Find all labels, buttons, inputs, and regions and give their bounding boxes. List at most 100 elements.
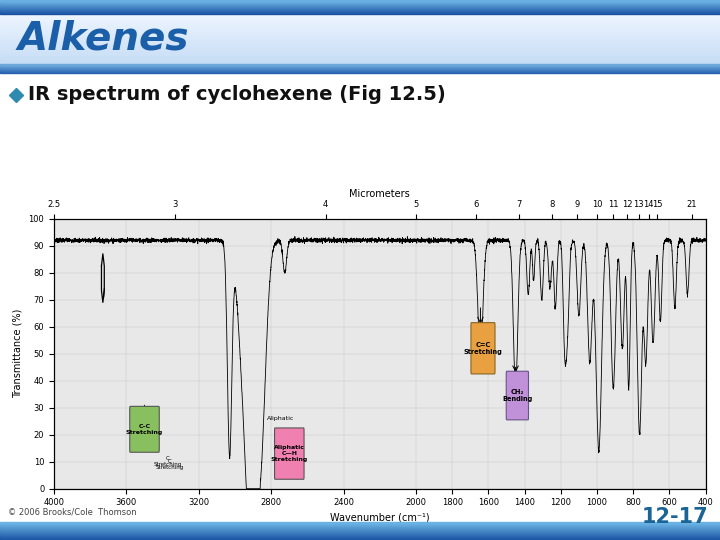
- Bar: [0, 12, 720, 13]
- Y-axis label: Transmittance (%): Transmittance (%): [13, 309, 23, 399]
- Bar: [0, 536, 720, 537]
- Bar: [0, 20, 720, 21]
- Text: CH₂
Bending: CH₂ Bending: [503, 389, 533, 402]
- Bar: [0, 52, 720, 53]
- Bar: [0, 41, 720, 42]
- FancyBboxPatch shape: [506, 372, 528, 420]
- Bar: [0, 533, 720, 534]
- Bar: [0, 539, 720, 540]
- Bar: [0, 6, 720, 7]
- Bar: [0, 16, 720, 17]
- Bar: [0, 28, 720, 29]
- Bar: [0, 66, 720, 67]
- Text: Alkenes: Alkenes: [18, 20, 189, 58]
- Text: © 2006 Brooks/Cole  Thomson: © 2006 Brooks/Cole Thomson: [8, 508, 137, 516]
- Bar: [0, 40, 720, 41]
- Text: C–C
Stretching: C–C Stretching: [126, 424, 163, 435]
- Bar: [0, 528, 720, 529]
- Bar: [0, 71, 720, 72]
- Bar: [0, 9, 720, 10]
- Bar: [0, 535, 720, 536]
- Bar: [0, 24, 720, 25]
- Bar: [0, 54, 720, 55]
- Bar: [0, 1, 720, 2]
- Bar: [0, 62, 720, 63]
- Bar: [0, 34, 720, 35]
- Bar: [0, 39, 720, 40]
- Bar: [0, 56, 720, 57]
- Bar: [0, 534, 720, 535]
- Bar: [0, 60, 720, 61]
- Bar: [0, 8, 720, 9]
- Text: 12-17: 12-17: [642, 507, 708, 527]
- Bar: [0, 53, 720, 54]
- Bar: [0, 2, 720, 3]
- Bar: [0, 530, 720, 531]
- Bar: [0, 32, 720, 33]
- Bar: [0, 27, 720, 28]
- Bar: [0, 3, 720, 4]
- Bar: [0, 522, 720, 523]
- Bar: [0, 0, 720, 1]
- Bar: [0, 25, 720, 26]
- Bar: [0, 59, 720, 60]
- Bar: [0, 46, 720, 47]
- Bar: [0, 49, 720, 50]
- Bar: [0, 37, 720, 38]
- Bar: [0, 44, 720, 45]
- Bar: [0, 523, 720, 524]
- Bar: [0, 21, 720, 22]
- Bar: [0, 11, 720, 12]
- Bar: [0, 31, 720, 32]
- Bar: [0, 18, 720, 19]
- Bar: [0, 537, 720, 538]
- Bar: [0, 57, 720, 58]
- Bar: [0, 23, 720, 24]
- Bar: [0, 29, 720, 30]
- Text: Aliphatic: Aliphatic: [266, 416, 294, 421]
- Bar: [0, 17, 720, 18]
- Bar: [0, 45, 720, 46]
- Bar: [0, 525, 720, 526]
- Bar: [0, 5, 720, 6]
- Bar: [0, 35, 720, 36]
- Bar: [0, 61, 720, 62]
- Bar: [0, 47, 720, 48]
- FancyBboxPatch shape: [471, 322, 495, 374]
- Bar: [0, 65, 720, 66]
- Bar: [0, 68, 720, 69]
- Bar: [0, 33, 720, 34]
- Bar: [0, 43, 720, 44]
- Bar: [0, 64, 720, 65]
- X-axis label: Micrometers: Micrometers: [349, 189, 410, 199]
- Bar: [0, 526, 720, 527]
- Bar: [0, 22, 720, 23]
- Text: IR spectrum of cyclohexene (Fig 12.5): IR spectrum of cyclohexene (Fig 12.5): [28, 85, 446, 105]
- Bar: [0, 531, 720, 532]
- Bar: [0, 532, 720, 533]
- Bar: [0, 7, 720, 8]
- FancyBboxPatch shape: [130, 406, 159, 453]
- Bar: [0, 14, 720, 15]
- X-axis label: Wavenumber (cm⁻¹): Wavenumber (cm⁻¹): [330, 513, 430, 523]
- Bar: [0, 70, 720, 71]
- FancyBboxPatch shape: [274, 428, 304, 480]
- Bar: [0, 529, 720, 530]
- Bar: [0, 36, 720, 37]
- Bar: [0, 69, 720, 70]
- Bar: [0, 13, 720, 14]
- Text: C=C
Stretching: C=C Stretching: [464, 342, 503, 355]
- Text: C
Stretching: C Stretching: [154, 456, 182, 467]
- Bar: [0, 50, 720, 51]
- Bar: [0, 38, 720, 39]
- Bar: [0, 58, 720, 59]
- Bar: [0, 26, 720, 27]
- Bar: [0, 67, 720, 68]
- Bar: [0, 10, 720, 11]
- Bar: [0, 63, 720, 64]
- Bar: [0, 55, 720, 56]
- Bar: [0, 4, 720, 5]
- Bar: [0, 30, 720, 31]
- Bar: [0, 15, 720, 16]
- Text: C
Stretching: C Stretching: [156, 459, 184, 470]
